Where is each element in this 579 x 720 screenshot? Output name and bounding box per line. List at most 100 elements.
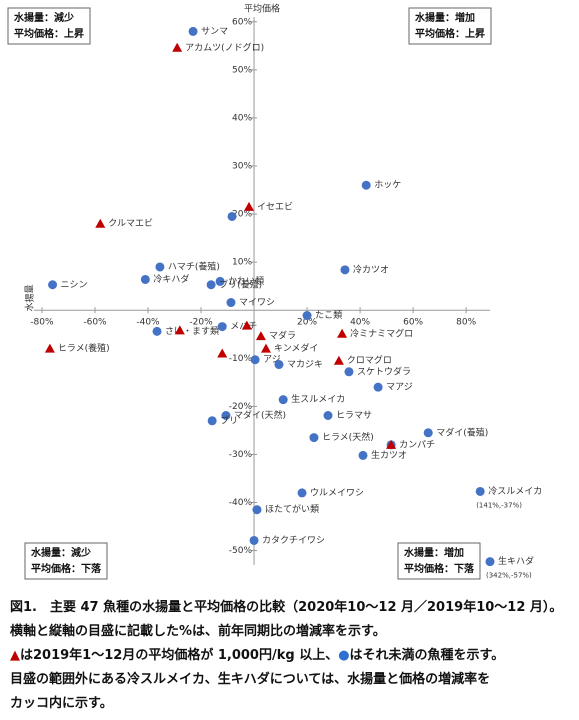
- point: [172, 42, 183, 52]
- point-label: アカムツ(ノドグロ): [185, 41, 264, 53]
- point-label: ヒラメ(天然): [322, 431, 374, 443]
- point-label: スケトウダラ: [357, 365, 411, 377]
- x-tick-label: -20%: [189, 318, 213, 328]
- caption-part: ▲: [10, 648, 20, 663]
- quadrant-label: 水揚量：減少: [30, 546, 91, 559]
- point-label: イセエビ: [257, 201, 293, 212]
- point: [207, 416, 217, 426]
- point-label: ホッケ: [374, 180, 401, 191]
- point-label: クロマグロ: [347, 354, 392, 366]
- point: [274, 360, 284, 370]
- point-label: ウルメイワシ: [310, 487, 364, 498]
- x-tick-label: -60%: [83, 318, 107, 328]
- point: [95, 218, 106, 228]
- caption: 横軸と縦軸の目盛に記載した%は、前年同期比の増減率を示す。: [10, 624, 386, 639]
- point: [188, 26, 198, 36]
- point: [249, 535, 259, 545]
- y-tick-label: 30%: [232, 162, 252, 172]
- point: [241, 320, 252, 330]
- y-axis-label: 平均価格: [244, 3, 280, 15]
- quadrant-box: [24, 542, 108, 580]
- caption: 目盛の範囲外にある冷スルメイカ、生キハダについては、水揚量と価格の増減率を: [10, 672, 491, 687]
- y-tick-label: -20%: [229, 402, 253, 412]
- x-tick-label: 20%: [297, 318, 317, 328]
- y-tick-label: 20%: [232, 210, 252, 220]
- point-label: さけ・ます類: [165, 326, 219, 337]
- x-tick-label: 60%: [403, 318, 423, 328]
- y-tick-label: 60%: [232, 17, 252, 27]
- point: [250, 355, 260, 365]
- point-label: ヒラマサ: [336, 410, 372, 421]
- point-label: たこ類: [315, 310, 342, 321]
- caption: カッコ内に示す。: [10, 696, 113, 711]
- point: [252, 505, 262, 515]
- point: [217, 348, 228, 358]
- point: [206, 280, 216, 290]
- point: [373, 382, 383, 392]
- point-label: マカジキ: [287, 359, 323, 370]
- point: [475, 486, 485, 496]
- caption-part: はそれ未満の魚種を示す。: [349, 648, 505, 663]
- x-tick-label: -40%: [136, 318, 160, 328]
- point-label: 生スルメイカ: [291, 393, 345, 405]
- point-label: 冷スルメイカ: [488, 485, 542, 497]
- point: [340, 265, 350, 275]
- point-label: ハマチ(養殖): [168, 260, 220, 272]
- point: [485, 557, 495, 567]
- point-label: マイワシ: [239, 298, 275, 308]
- point: [155, 262, 165, 272]
- point-label: ヒラメ(養殖): [58, 342, 110, 354]
- point: [221, 411, 231, 421]
- point: [217, 322, 227, 332]
- quadrant-box: [7, 7, 91, 45]
- quadrant-label: 平均価格：上昇: [14, 27, 84, 40]
- point: [302, 311, 312, 321]
- annotation: (342%,-57%): [486, 572, 532, 580]
- point-label: マアジ: [386, 383, 413, 393]
- point-label: キンメダイ: [274, 342, 318, 354]
- point-label: マダラ: [269, 330, 296, 342]
- annotation: (141%,-37%): [476, 501, 522, 509]
- x-tick-label: 80%: [456, 318, 476, 328]
- point: [323, 411, 333, 421]
- caption: 図1. 主要 47 魚種の水揚量と平均価格の比較（2020年10～12 月／20…: [10, 600, 563, 615]
- y-tick-label: -10%: [229, 354, 253, 364]
- caption: ▲は2019年1～12月の平均価格が 1,000円/kg 以上、●はそれ未満の魚…: [10, 644, 504, 663]
- point: [278, 395, 288, 405]
- point: [309, 433, 319, 443]
- point: [255, 331, 266, 341]
- point-label: マダイ(養殖): [436, 426, 488, 438]
- quadrant-box: [408, 7, 492, 45]
- point-label: かれい類: [228, 276, 264, 287]
- point-label: カンパチ: [399, 439, 435, 450]
- quadrant-label: 平均価格：下落: [31, 562, 102, 575]
- x-tick-label: 40%: [350, 318, 370, 328]
- point: [226, 298, 236, 308]
- point-label: 生カツオ: [371, 449, 407, 461]
- point: [423, 428, 433, 438]
- point: [152, 326, 162, 336]
- point-label: ニシン: [61, 280, 88, 290]
- y-tick-label: -50%: [229, 546, 253, 556]
- quadrant-label: 平均価格：上昇: [415, 27, 485, 40]
- point-label: カタクチイワシ: [262, 535, 325, 546]
- x-axis-label: 水揚量: [24, 284, 36, 311]
- quadrant-box: [397, 542, 481, 580]
- point: [344, 367, 354, 377]
- point-label: クルマエビ: [108, 218, 153, 229]
- point: [333, 355, 344, 365]
- quadrant-label: 水揚量：増加: [403, 546, 464, 559]
- point-label: 生キハダ: [498, 555, 534, 567]
- point: [260, 343, 271, 353]
- point-label: ほたてがい類: [265, 503, 319, 515]
- y-tick-label: 10%: [232, 258, 252, 268]
- y-tick-label: -30%: [229, 450, 253, 460]
- point: [361, 180, 371, 190]
- point: [386, 439, 397, 449]
- point: [215, 276, 225, 286]
- y-tick-label: 40%: [232, 113, 252, 123]
- point-label: アジ: [263, 355, 281, 365]
- quadrant-label: 平均価格：下落: [404, 562, 475, 575]
- y-tick-label: -40%: [229, 498, 253, 508]
